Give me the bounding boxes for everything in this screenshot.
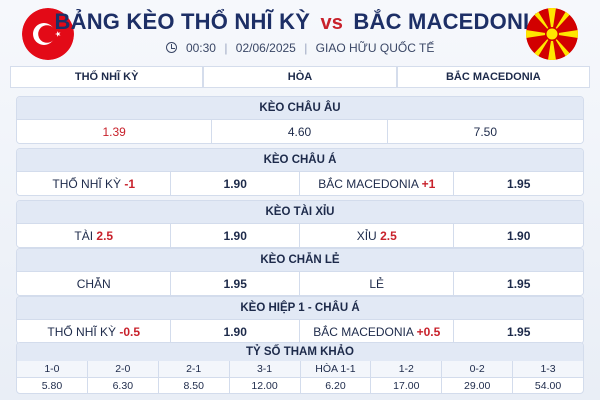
under-text: XỈU (356, 229, 377, 243)
team-away-header: BẮC MACEDONIA (396, 66, 590, 88)
asian-handicap-section: KÈO CHÂU Á THỔ NHĨ KỲ -1 1.90 BẮC MACEDO… (16, 148, 584, 196)
score-label: 2-1 (159, 361, 230, 377)
score-labels-row: 1-0 2-0 2-1 3-1 HÒA 1-1 1-2 0-2 1-3 (17, 361, 583, 377)
over-line: 2.5 (96, 229, 114, 243)
even-label: CHẴN (17, 272, 172, 295)
turkey-flag-icon (22, 8, 74, 60)
correct-score-section: TỶ SỐ THAM KHẢO 1-0 2-0 2-1 3-1 HÒA 1-1 … (16, 342, 584, 394)
home-win-odds[interactable]: 1.39 (17, 120, 213, 143)
score-odds[interactable]: 8.50 (159, 378, 230, 393)
home-first-half-odds[interactable]: 1.90 (171, 320, 300, 343)
handicap-line: -0.5 (119, 325, 141, 339)
asian-handicap-row: THỔ NHĨ KỲ -1 1.90 BẮC MACEDONIA +1 1.95 (17, 171, 583, 195)
over-label: TÀI 2.5 (17, 224, 172, 247)
under-line: 2.5 (380, 229, 397, 243)
north-macedonia-flag-icon (526, 8, 578, 60)
over-text: TÀI (74, 229, 94, 243)
away-win-odds[interactable]: 7.50 (387, 120, 583, 143)
draw-header: HÒA (203, 66, 397, 88)
european-odds-section: KÈO CHÂU ÂU 1.39 4.60 7.50 (16, 96, 584, 144)
under-odds[interactable]: 1.90 (454, 224, 583, 247)
european-odds-row: 1.39 4.60 7.50 (17, 119, 583, 143)
score-odds[interactable]: 5.80 (17, 378, 88, 393)
away-first-half-label: BẮC MACEDONIA +0.5 (300, 320, 455, 343)
section-title: KÈO CHÂU ÂU (17, 97, 583, 119)
section-title: TỶ SỐ THAM KHẢO (17, 343, 583, 361)
over-odds[interactable]: 1.90 (171, 224, 300, 247)
away-handicap-odds[interactable]: 1.95 (454, 172, 583, 195)
away-handicap-label: BẮC MACEDONIA +1 (300, 172, 455, 195)
score-odds[interactable]: 12.00 (230, 378, 301, 393)
odd-even-row: CHẴN 1.95 LẺ 1.95 (17, 271, 583, 295)
clock-icon (165, 42, 177, 53)
team-home-header: THỔ NHĨ KỲ (10, 66, 204, 88)
home-first-half-label: THỔ NHĨ KỲ -0.5 (17, 320, 172, 343)
section-title: KÈO TÀI XỈU (17, 201, 583, 223)
under-label: XỈU 2.5 (300, 224, 455, 247)
score-label: HÒA 1-1 (301, 361, 372, 377)
over-under-section: KÈO TÀI XỈU TÀI 2.5 1.90 XỈU 2.5 1.90 (16, 200, 584, 248)
match-time: 00:30 (185, 41, 216, 55)
team-label: BẮC MACEDONIA (318, 177, 419, 191)
home-handicap-odds[interactable]: 1.90 (171, 172, 300, 195)
score-label: 1-0 (17, 361, 88, 377)
even-odds[interactable]: 1.95 (171, 272, 300, 295)
handicap-line: +0.5 (416, 325, 441, 339)
header: BẢNG KÈO THỔ NHĨ KỲ vs BẮC MACEDONIA 00:… (0, 0, 600, 66)
title-home: BẢNG KÈO THỔ NHĨ KỲ (54, 9, 311, 34)
score-odds[interactable]: 6.20 (301, 378, 372, 393)
score-label: 2-0 (88, 361, 159, 377)
score-odds[interactable]: 17.00 (371, 378, 443, 393)
first-half-section: KÈO HIỆP 1 - CHÂU Á THỔ NHĨ KỲ -0.5 1.90… (16, 296, 584, 344)
team-label: BẮC MACEDONIA (313, 325, 414, 339)
over-under-row: TÀI 2.5 1.90 XỈU 2.5 1.90 (17, 223, 583, 247)
handicap-line: +1 (421, 177, 436, 191)
score-label: 1-3 (540, 363, 556, 375)
competition-name: GIAO HỮU QUỐC TẾ (315, 41, 435, 55)
title-vs: vs (320, 12, 344, 34)
score-label: 3-1 (230, 361, 301, 377)
team-label: THỔ NHĨ KỲ (47, 325, 117, 339)
score-label: 1-2 (371, 361, 443, 377)
away-first-half-odds[interactable]: 1.95 (454, 320, 583, 343)
draw-odds[interactable]: 4.60 (212, 120, 388, 143)
odd-odds[interactable]: 1.95 (454, 272, 583, 295)
odd-even-section: KÈO CHẴN LẺ CHẴN 1.95 LẺ 1.95 (16, 248, 584, 296)
first-half-row: THỔ NHĨ KỲ -0.5 1.90 BẮC MACEDONIA +0.5 … (17, 319, 583, 343)
odd-label: LẺ (300, 272, 455, 295)
meta-separator: | (304, 41, 308, 55)
team-label: THỔ NHĨ KỲ (52, 177, 122, 191)
section-title: KÈO CHẴN LẺ (17, 249, 583, 271)
score-odds-row: 5.80 6.30 8.50 12.00 6.20 17.00 29.00 54… (17, 377, 583, 393)
section-title: KÈO CHÂU Á (17, 149, 583, 171)
handicap-line: -1 (124, 177, 136, 191)
score-odds[interactable]: 29.00 (442, 378, 514, 393)
score-odds[interactable]: 54.00 (534, 380, 562, 392)
score-label: 0-2 (442, 361, 514, 377)
meta-separator: | (224, 41, 228, 55)
title-away: BẮC MACEDONIA (353, 9, 546, 34)
score-odds[interactable]: 6.30 (88, 378, 159, 393)
teams-header: THỔ NHĨ KỲ HÒA BẮC MACEDONIA (10, 66, 590, 88)
page-title: BẢNG KÈO THỔ NHĨ KỲ vs BẮC MACEDONIA (0, 9, 600, 35)
home-handicap-label: THỔ NHĨ KỲ -1 (17, 172, 172, 195)
section-title: KÈO HIỆP 1 - CHÂU Á (17, 297, 583, 319)
match-meta: 00:30 | 02/06/2025 | GIAO HỮU QUỐC TẾ (0, 41, 600, 55)
match-date: 02/06/2025 (235, 41, 296, 55)
